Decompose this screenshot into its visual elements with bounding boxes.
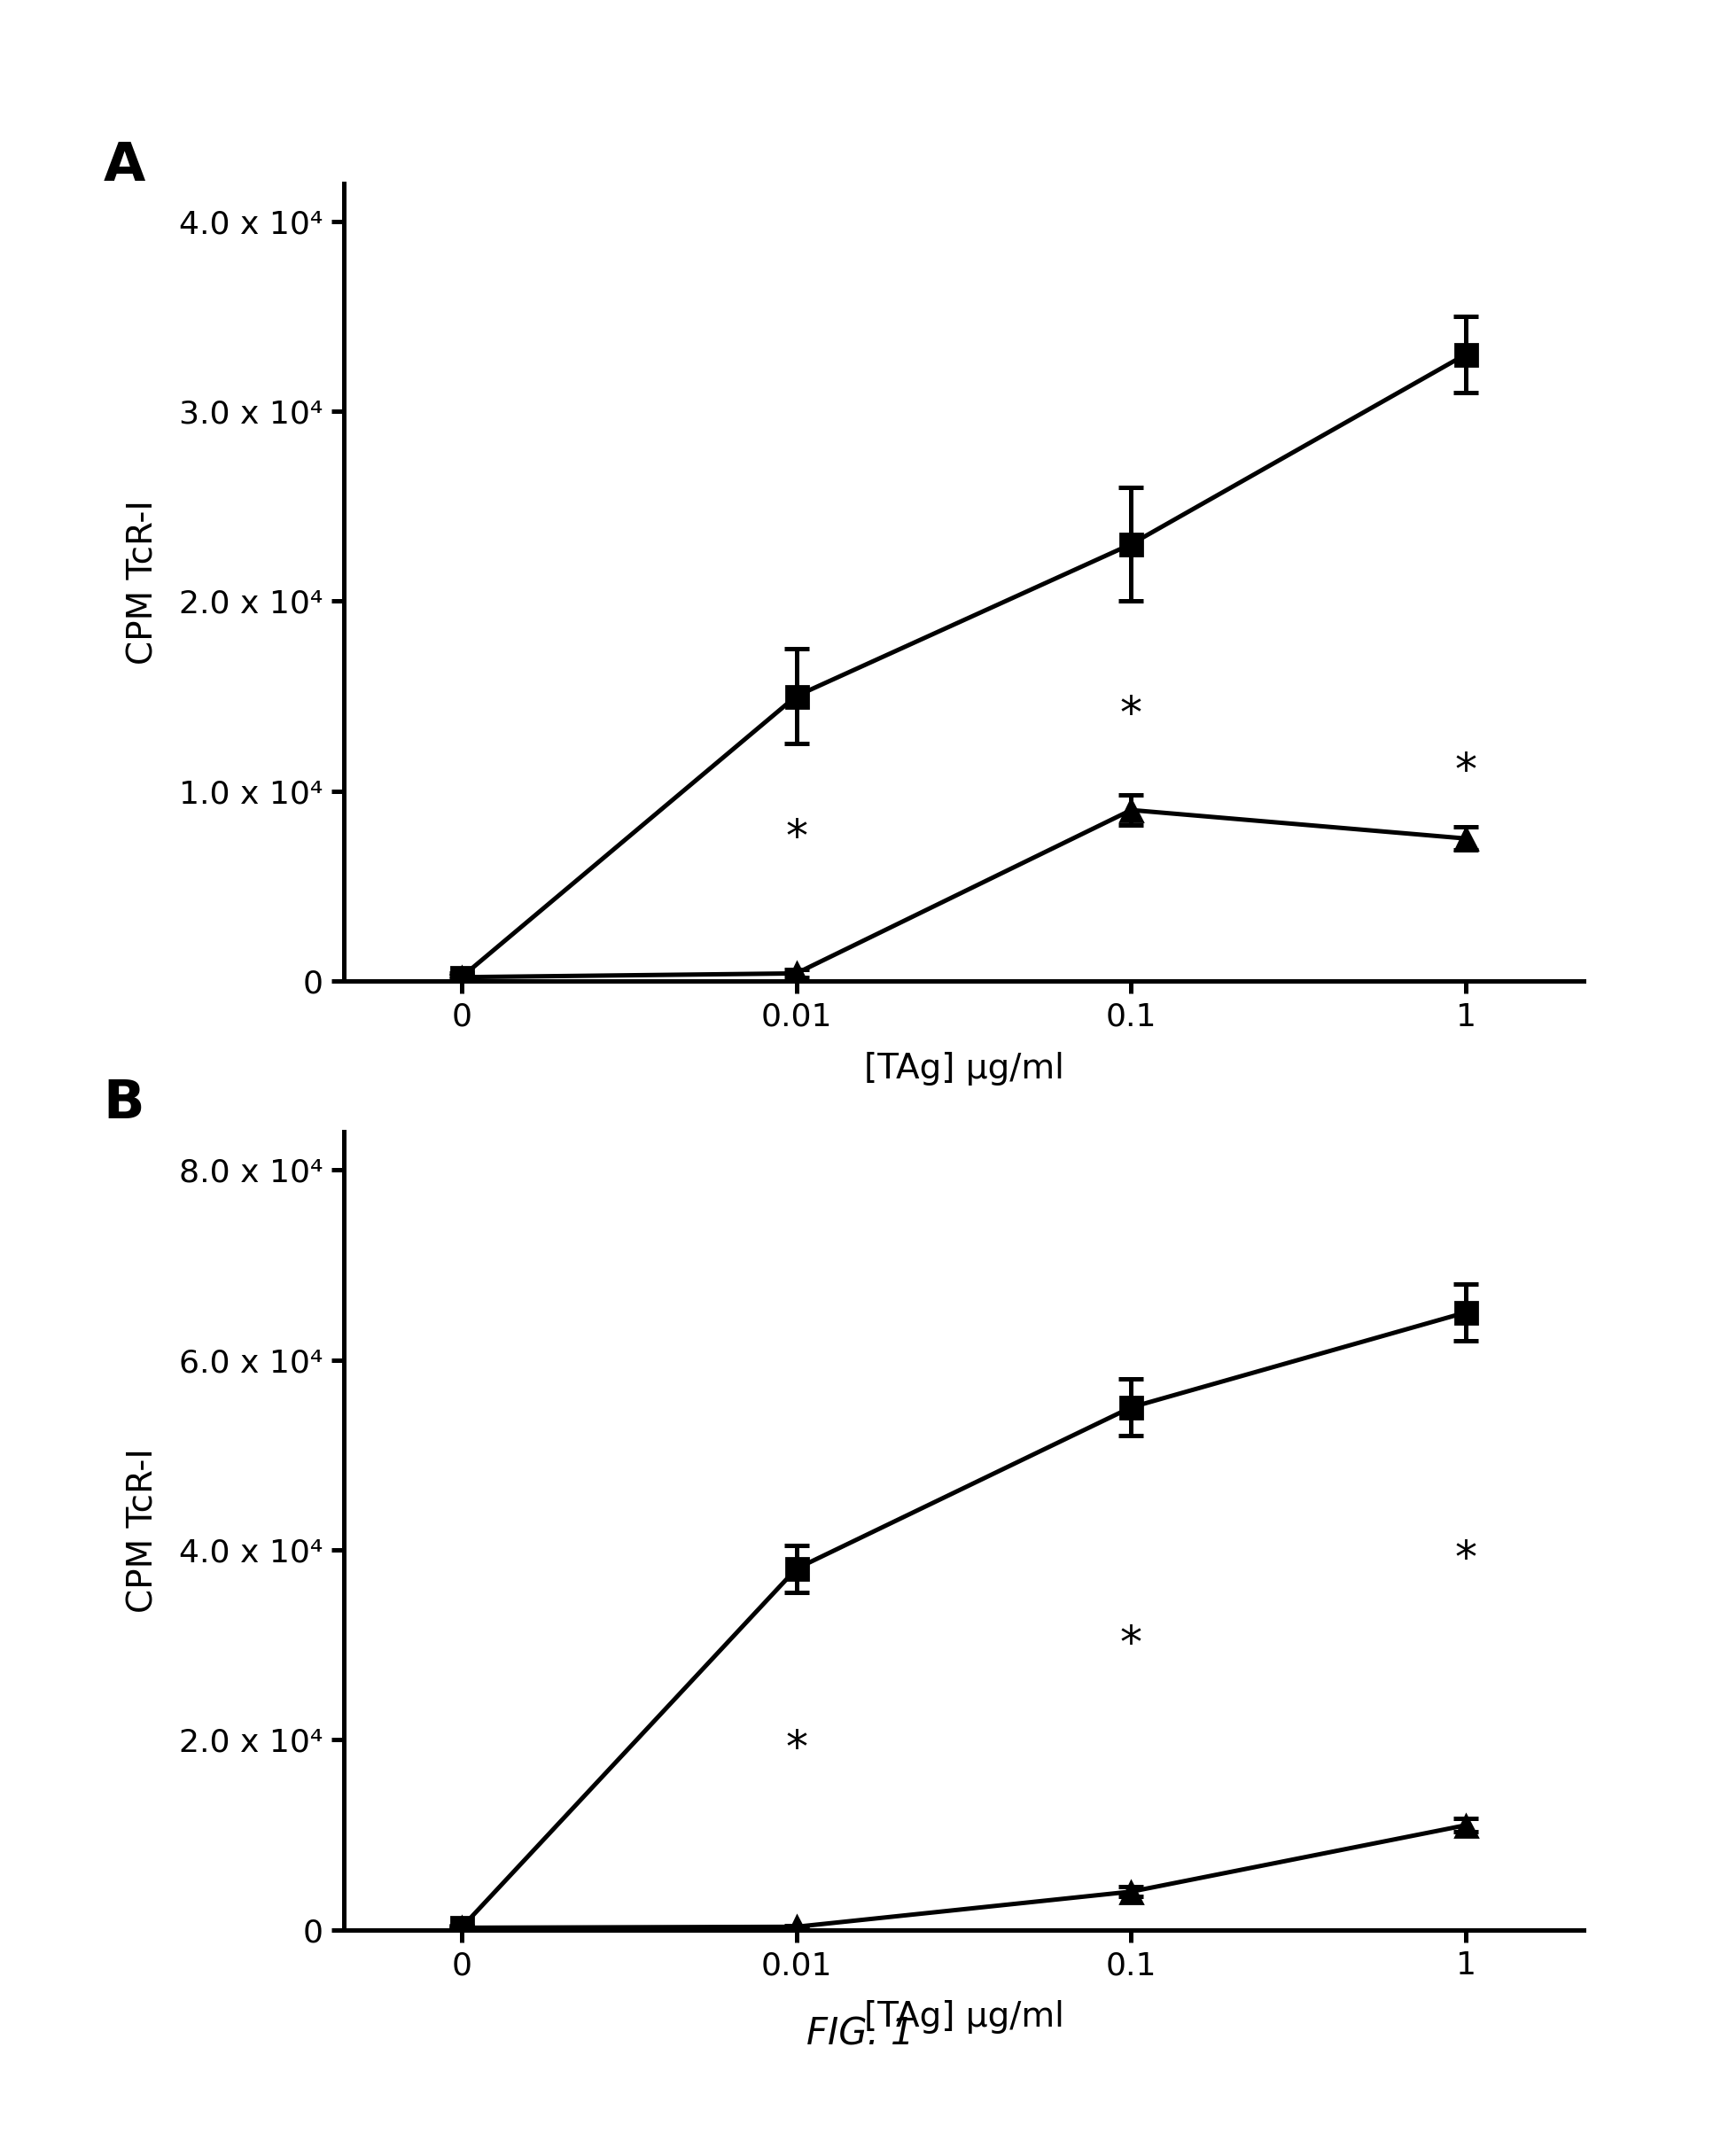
Text: *: * xyxy=(785,817,807,860)
Y-axis label: CPM TcR-I: CPM TcR-I xyxy=(126,1449,160,1613)
Text: *: * xyxy=(1454,1537,1477,1580)
Text: B: B xyxy=(103,1078,145,1130)
X-axis label: [TAg] μg/ml: [TAg] μg/ml xyxy=(864,1052,1064,1084)
Text: *: * xyxy=(1120,1623,1143,1667)
Text: *: * xyxy=(785,1727,807,1770)
Text: *: * xyxy=(1120,694,1143,737)
Text: FIG. 1: FIG. 1 xyxy=(807,2016,914,2053)
Y-axis label: CPM TcR-I: CPM TcR-I xyxy=(126,500,160,664)
Text: A: A xyxy=(103,140,145,192)
X-axis label: [TAg] μg/ml: [TAg] μg/ml xyxy=(864,2001,1064,2033)
Text: *: * xyxy=(1454,750,1477,793)
